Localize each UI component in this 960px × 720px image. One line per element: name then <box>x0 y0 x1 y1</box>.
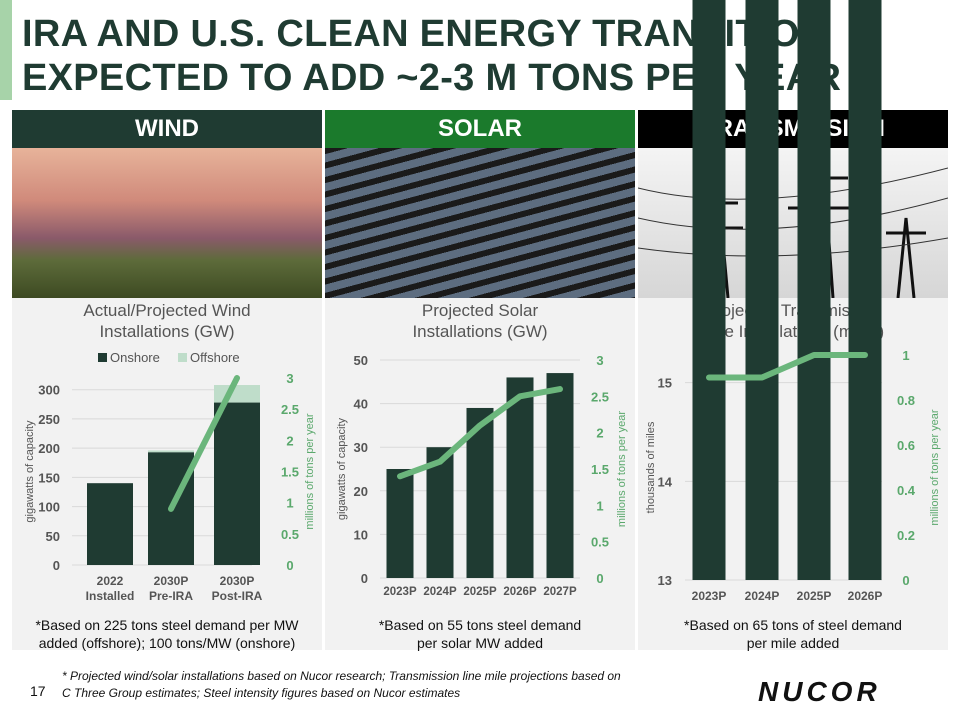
wind-chart-title: Actual/Projected Wind Installations (GW) <box>83 301 251 341</box>
solar-chart-title: Projected Solar Installations (GW) <box>412 301 548 341</box>
solar-chart-panel <box>325 298 635 650</box>
section-header-wind: WIND <box>12 110 322 148</box>
page-number: 17 <box>30 683 46 699</box>
solar-panels-photo <box>325 148 635 298</box>
accent-bar <box>0 0 12 100</box>
wind-note: *Based on 225 tons steel demand per MW ad… <box>35 617 299 651</box>
nucor-logo: NUCOR <box>758 676 881 707</box>
transmission-chart-panel <box>638 298 948 650</box>
title-line-1: IRA AND U.S. CLEAN ENERGY TRANSITION <box>22 13 828 55</box>
transmission-chart-title: Projected Transmission Line Installations… <box>701 301 885 341</box>
section-header-transmission: TRANSMISSION <box>638 110 948 148</box>
transmission-tower-icon <box>637 157 949 299</box>
wind-turbines-photo <box>12 148 322 298</box>
title-line-2: EXPECTED TO ADD ~2-3 M TONS PER YEAR <box>22 57 842 99</box>
transmission-note: *Based on 65 tons of steel demand per mil… <box>684 617 902 651</box>
page-title: IRA AND U.S. CLEAN ENERGY TRANSITION EXP… <box>22 12 841 100</box>
wind-chart-panel <box>12 298 322 650</box>
solar-note: *Based on 55 tons steel demand per solar … <box>378 617 582 651</box>
footnote: * Projected wind/solar installations bas… <box>62 669 621 700</box>
transmission-towers-photo <box>637 148 949 299</box>
section-header-solar: SOLAR <box>325 110 635 148</box>
